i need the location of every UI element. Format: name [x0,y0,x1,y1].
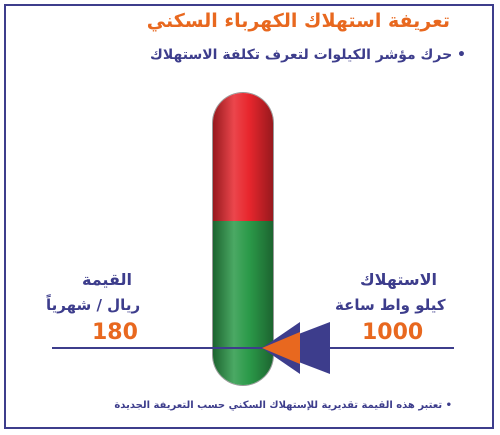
value-amount: 180 [92,320,138,345]
consumption-amount[interactable]: 1000 [362,320,424,345]
meter-shading [213,93,273,385]
footnote-text: • تعتبر هذه القيمة تقديرية للإستهلاك الس… [114,400,452,411]
consumption-meter [213,93,273,385]
kilowatt-pointer-icon[interactable] [262,320,337,375]
meter-green-zone [213,221,273,385]
baseline-divider [52,347,454,349]
value-heading: القيمة [82,270,132,289]
instruction-text: • حرك مؤشر الكيلوات لتعرف تكلفة الاستهلا… [150,47,466,63]
page-title: تعريفة استهلاك الكهرباء السكني [146,10,450,32]
meter-red-zone [213,93,273,222]
consumption-heading: الاستهلاك [360,270,438,289]
value-unit: ريال / شهرياً [46,296,141,314]
consumption-unit: كيلو واط ساعة [335,296,446,314]
